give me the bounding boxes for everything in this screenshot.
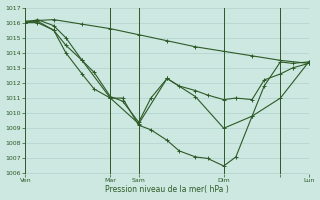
X-axis label: Pression niveau de la mer( hPa ): Pression niveau de la mer( hPa ) <box>105 185 229 194</box>
